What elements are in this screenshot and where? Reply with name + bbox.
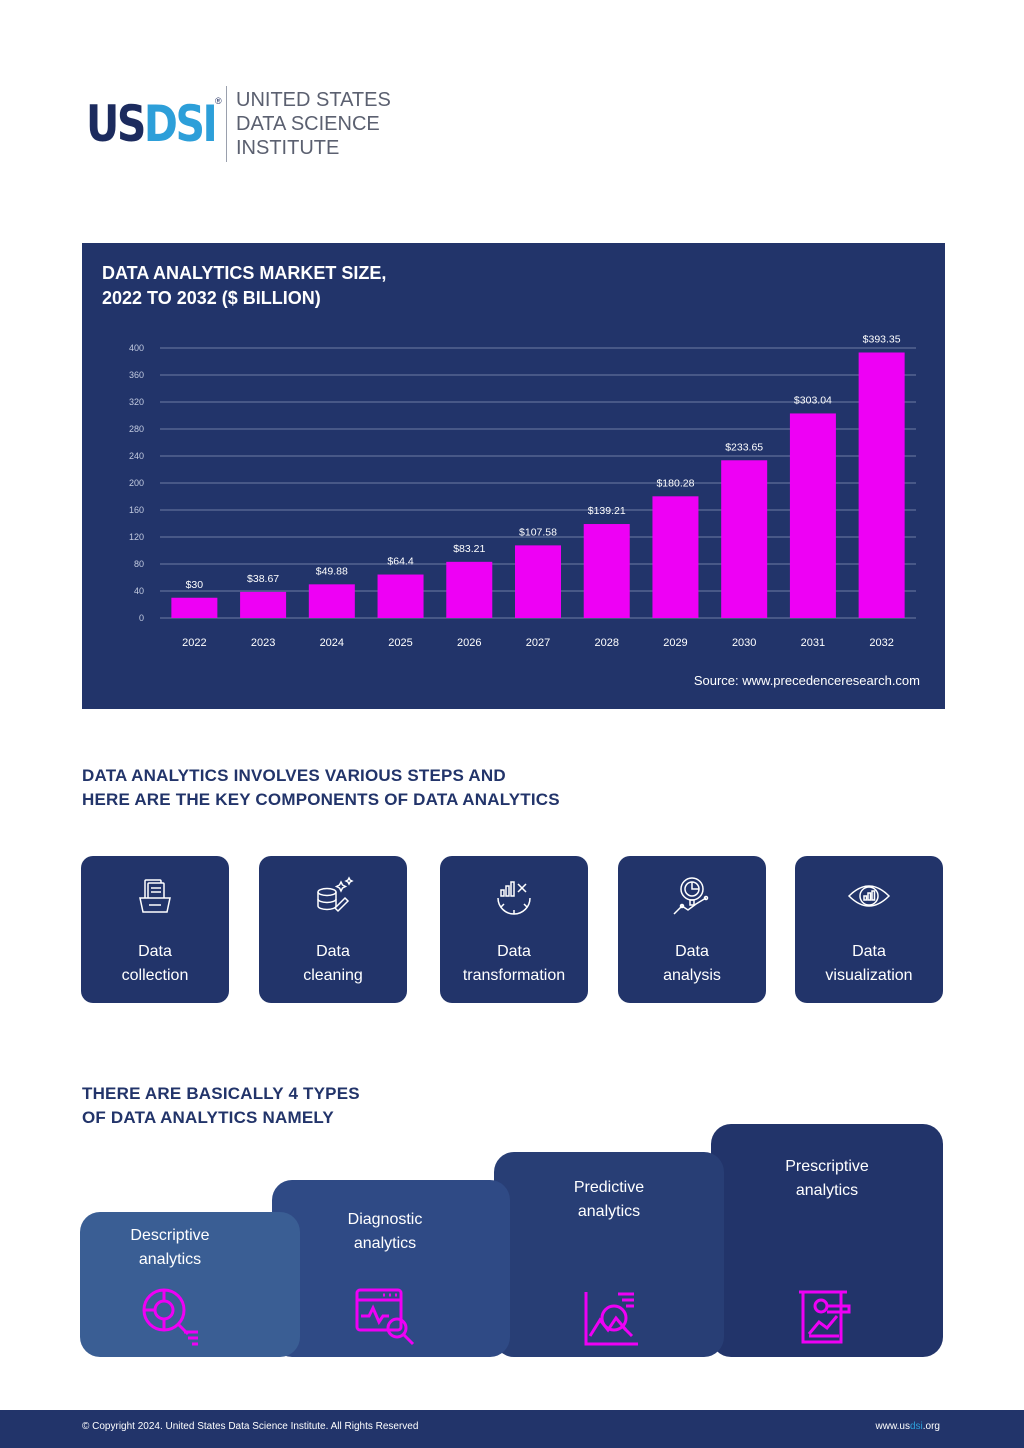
bar-2028 <box>583 524 630 618</box>
chart-title: DATA ANALYTICS MARKET SIZE, 2022 TO 2032… <box>102 263 387 308</box>
x-tick-label: 2025 <box>388 637 412 649</box>
components-heading: DATA ANALYTICS INVOLVES VARIOUS STEPS AN… <box>82 766 560 809</box>
footer: © Copyright 2024. United States Data Sci… <box>0 1410 1024 1448</box>
descriptive-analytics-icon <box>142 1288 198 1346</box>
y-tick-label: 80 <box>134 559 144 569</box>
types-heading: THERE ARE BASICALLY 4 TYPES OF DATA ANAL… <box>82 1084 360 1127</box>
x-tick-label: 2031 <box>801 637 825 649</box>
data-collection-icon <box>139 879 171 913</box>
data-label-2032: $393.35 <box>863 333 901 345</box>
data-label-2030: $233.65 <box>725 441 763 453</box>
x-tick-label: 2032 <box>869 637 893 649</box>
bar-2022 <box>171 597 218 618</box>
type-label: Prescriptive analytics <box>785 1158 869 1199</box>
registered-mark: ® <box>215 96 222 106</box>
data-analysis-icon <box>673 877 709 915</box>
market-size-chart-panel: 0 40 80 120 160 200 240 280 320 360 400 $30 2022 $38.… <box>82 243 945 709</box>
component-card-data-analysis: Data analysis <box>618 856 766 1003</box>
logo-org-name: UNITED STATES DATA SCIENCE INSTITUTE <box>236 89 391 159</box>
component-card-data-collection: Data collection <box>81 856 229 1003</box>
data-label-2025: $64.4 <box>387 556 413 568</box>
y-tick-label: 280 <box>129 424 144 434</box>
type-label: Descriptive analytics <box>130 1227 210 1268</box>
footer-copyright: © Copyright 2024. United States Data Sci… <box>82 1421 419 1432</box>
x-tick-label: 2027 <box>526 637 550 649</box>
bar-2027 <box>515 545 561 618</box>
data-cleaning-icon <box>317 876 354 913</box>
x-tick-label: 2022 <box>182 637 206 649</box>
bar-2032 <box>858 352 905 618</box>
data-label-2023: $38.67 <box>247 573 279 585</box>
prescriptive-analytics-icon <box>799 1290 851 1344</box>
y-tick-label: 320 <box>129 397 144 407</box>
y-tick-label: 360 <box>129 370 144 380</box>
bar-2031 <box>789 413 836 618</box>
y-tick-label: 200 <box>129 478 144 488</box>
component-card-data-visualization: Data visualization <box>795 856 943 1003</box>
type-block-diagnostic: Diagnostic analytics <box>272 1180 510 1357</box>
component-label: Data transformation <box>462 943 566 984</box>
data-label-2031: $303.04 <box>794 394 832 406</box>
type-block-prescriptive: Prescriptive analytics <box>711 1124 943 1357</box>
data-label-2022: $30 <box>186 579 204 591</box>
footer-website-link[interactable]: www.usdsi.org <box>875 1421 940 1432</box>
y-tick-label: 0 <box>139 613 144 623</box>
data-label-2029: $180.28 <box>656 477 694 489</box>
component-label: Data collection <box>121 943 189 984</box>
diagnostic-analytics-icon <box>355 1288 415 1346</box>
bar-2025 <box>377 574 424 618</box>
chart-source: Source: www.precedenceresearch.com <box>693 673 920 688</box>
y-tick-label: 160 <box>129 505 144 515</box>
x-tick-label: 2028 <box>594 637 618 649</box>
x-tick-label: 2023 <box>251 637 275 649</box>
logo-wordmark: USDSI <box>86 95 218 153</box>
x-tick-label: 2026 <box>457 637 481 649</box>
component-card-data-cleaning: Data cleaning <box>259 856 407 1003</box>
bar-2029 <box>652 496 699 618</box>
component-card-data-transformation: Data transformation <box>440 856 588 1003</box>
type-label: Diagnostic analytics <box>347 1211 423 1252</box>
component-label: Data visualization <box>825 943 913 984</box>
data-label-2024: $49.88 <box>316 565 348 577</box>
x-tick-label: 2030 <box>732 637 756 649</box>
bar-2026 <box>446 561 493 618</box>
bar-2024 <box>308 584 355 618</box>
component-label: Data analysis <box>663 943 721 984</box>
logo-divider <box>226 86 227 162</box>
data-label-2026: $83.21 <box>453 543 485 555</box>
type-label: Predictive analytics <box>573 1179 645 1220</box>
data-transformation-icon <box>497 881 531 915</box>
predictive-analytics-icon <box>584 1292 638 1346</box>
y-tick-label: 400 <box>129 343 144 353</box>
market-size-bar-chart: 0 40 80 120 160 200 240 280 320 360 400 $30 2022 $38.… <box>129 333 916 649</box>
type-block-predictive: Predictive analytics <box>494 1152 724 1357</box>
component-label: Data cleaning <box>303 943 363 984</box>
usdsi-logo: USDSI ® UNITED STATES DATA SCIENCE INSTI… <box>86 86 391 162</box>
data-label-2027: $107.58 <box>519 526 557 538</box>
x-tick-label: 2029 <box>663 637 687 649</box>
bar-2023 <box>240 591 287 618</box>
bar-2030 <box>721 460 768 618</box>
y-tick-label: 120 <box>129 532 144 542</box>
x-tick-label: 2024 <box>320 637 344 649</box>
y-tick-label: 40 <box>134 586 144 596</box>
data-visualization-icon <box>847 885 891 907</box>
type-block-descriptive: Descriptive analytics <box>80 1212 300 1357</box>
y-tick-label: 240 <box>129 451 144 461</box>
data-label-2028: $139.21 <box>588 505 626 517</box>
